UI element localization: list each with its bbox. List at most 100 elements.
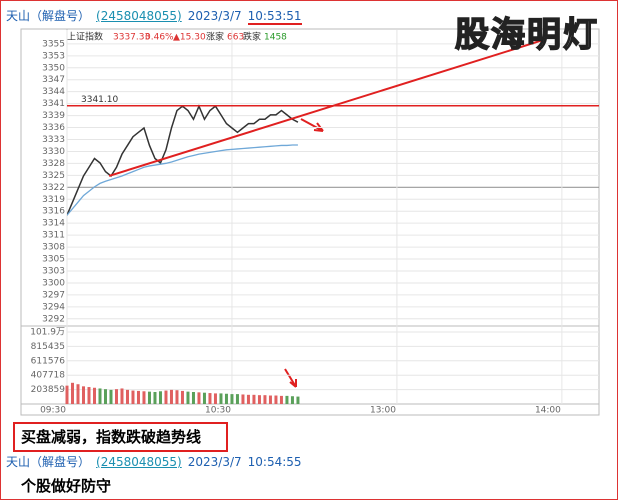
comment: 买盘减弱，指数跌破趋势线 [13,422,228,452]
last-price: 3337.33 [113,33,150,43]
reference-label: 3341.10 [81,95,118,105]
y-tick-label: 3308 [42,243,65,253]
comment: 个股做好防守 [21,477,112,495]
y-tick-label: 3353 [42,51,65,61]
x-tick-label: 14:00 [535,406,561,416]
volume-bar [147,391,151,404]
volume-bar [208,393,212,404]
y-tick-label: 3350 [42,63,65,73]
y-tick-label: 3336 [42,123,65,133]
y-tick-label: 3325 [42,171,65,181]
volume-bar [103,389,107,404]
y-tick-label: 815435 [31,342,65,352]
user-id[interactable]: (2458048055) [96,9,182,23]
y-tick-label: 3316 [42,207,65,217]
volume-bar [268,395,272,404]
volume-bar [197,392,201,404]
y-tick-label: 3355 [42,39,65,49]
volume-bar [70,382,74,404]
volume-bar [202,392,206,404]
volume-bar [92,387,96,404]
down-label: 跌家 [243,31,261,43]
y-tick-label: 611576 [31,356,66,366]
volume-bar [98,388,102,404]
y-tick-label: 3339 [42,111,65,121]
user[interactable]: 天山（解盘号） [6,9,91,23]
volume-bar [252,394,256,404]
time: 10:54:55 [247,455,302,469]
up-count: 663 [227,33,244,43]
watermark: 股海明灯 [454,14,599,56]
chart: 上证指数 3337.33 0.46% ▲15.30 涨家 663 跌家 1458… [20,28,600,416]
price-line [67,144,298,216]
trendline [108,39,542,177]
volume-bar [175,390,179,404]
volume-bar [114,389,118,404]
volume-bar [296,396,300,404]
date: 2023/3/7 [187,9,242,23]
y-tick-label: 3297 [42,290,65,300]
y-tick-label: 3322 [42,183,65,193]
y-tick-label: 3319 [42,195,65,205]
volume-bar [87,387,91,404]
y-tick-label: 3347 [42,75,65,85]
volume-bar [76,384,80,404]
volume-bar [125,389,129,404]
arrow [284,368,297,388]
volume-bar [246,394,250,404]
chart-frame [20,28,600,416]
y-tick-label: 3330 [42,147,65,157]
volume-bar [257,395,261,404]
x-tick-label: 13:00 [370,406,396,416]
arrow [300,118,324,132]
volume-bar [235,394,239,404]
date: 2023/3/7 [187,455,242,469]
volume-bar [158,391,162,404]
y-tick-label: 407718 [31,371,66,381]
y-tick-label: 3341 [42,99,65,109]
user[interactable]: 天山（解盘号） [6,455,91,469]
volume-bar [120,388,124,404]
volume-bar [131,390,135,404]
volume-bar [279,395,283,404]
y-tick-label: 3333 [42,135,65,145]
volume-bar [142,391,146,404]
volume-bar [109,389,113,404]
volume-bar [169,389,173,404]
volume-bar [191,391,195,404]
volume-bar [263,395,267,404]
volume-bar [65,385,69,404]
y-tick-label: 203859 [31,385,66,395]
y-tick-label: 3311 [42,231,65,241]
volume-bar [274,395,278,404]
y-tick-label: 3300 [42,278,65,288]
y-tick-label: 3305 [42,255,65,265]
volume-bar [153,391,157,404]
change: ▲15.30 [173,33,206,43]
post-header: 天山（解盘号） (2458048055) 2023/3/7 10:53:51 [6,7,308,25]
y-tick-label: 3344 [42,87,65,97]
x-tick-label: 10:30 [205,406,231,416]
y-tick-label: 3303 [42,266,65,276]
volume-bar [186,391,190,404]
y-tick-label: 3328 [42,159,65,169]
volume-bar [81,386,85,404]
down-count: 1458 [264,33,287,43]
volume-bar [136,390,140,404]
y-tick-label: 101.9万 [30,328,65,338]
volume-bar [290,396,294,404]
volume-bar [219,393,223,404]
user-id[interactable]: (2458048055) [96,455,182,469]
y-tick-label: 3314 [42,219,65,229]
volume-bar [285,395,289,404]
volume-bar [224,393,228,404]
y-tick-label: 3294 [42,302,65,312]
index-name: 上证指数 [67,31,103,43]
volume-bar [164,390,168,404]
up-label: 涨家 [206,31,224,43]
y-tick-label: 3292 [42,314,65,324]
volume-bar [230,394,234,404]
post-header: 天山（解盘号） (2458048055) 2023/3/7 10:54:55 [6,453,308,470]
volume-bar [241,394,245,404]
